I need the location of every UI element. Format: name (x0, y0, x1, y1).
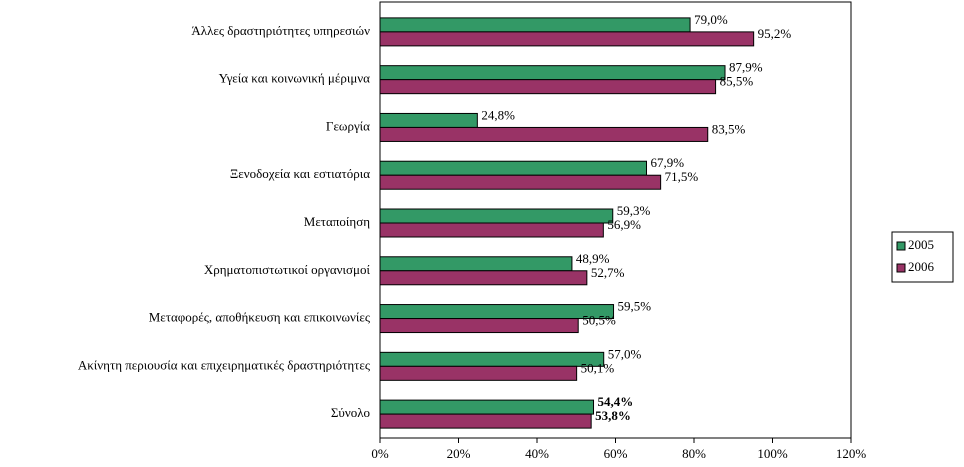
x-tick-label: 100% (757, 446, 788, 461)
legend-swatch (896, 241, 906, 251)
value-label: 50,5% (582, 313, 616, 328)
y-tick-label: Μεταφορές, αποθήκευση και επικοινωνίες (149, 310, 371, 325)
y-tick-label: Άλλες δραστηριότητες υπηρεσιών (191, 23, 370, 38)
value-label: 79,0% (694, 12, 728, 27)
value-label: 54,4% (598, 394, 634, 409)
y-tick-label: Υγεία και κοινωνική μέριμνα (219, 71, 371, 86)
value-label: 71,5% (665, 169, 699, 184)
value-label: 67,9% (651, 155, 685, 170)
bar (379, 413, 592, 429)
y-tick-label: Χρηματοπιστωτικοί οργανισμοί (204, 262, 371, 277)
bar (379, 112, 478, 128)
x-tick-label: 0% (371, 446, 389, 461)
bar (379, 318, 579, 334)
bar (379, 365, 578, 381)
x-tick-label: 20% (447, 446, 471, 461)
y-tick-label: Γεωργία (326, 118, 370, 133)
legend-label: 2006 (908, 259, 935, 274)
y-tick-label: Ακίνητη περιουσία και επιχειρηματικές δρ… (78, 357, 371, 372)
bar (379, 31, 755, 47)
value-label: 85,5% (720, 74, 754, 89)
bar (379, 65, 726, 81)
x-tick-label: 40% (525, 446, 549, 461)
value-label: 56,9% (607, 217, 641, 232)
value-label: 83,5% (712, 121, 746, 136)
value-label: 52,7% (591, 265, 625, 280)
y-tick-label: Μεταποίηση (304, 214, 370, 229)
value-label: 24,8% (481, 107, 515, 122)
bar (379, 208, 614, 224)
bar (379, 256, 573, 272)
value-label: 57,0% (608, 346, 642, 361)
bar (379, 270, 588, 286)
value-label: 48,9% (576, 251, 610, 266)
value-label: 59,5% (618, 299, 652, 314)
x-tick-label: 60% (604, 446, 628, 461)
legend-box (891, 231, 954, 283)
x-tick-label: 80% (682, 446, 706, 461)
bar (379, 160, 648, 176)
value-label: 50,1% (581, 360, 615, 375)
y-tick-label: Ξενοδοχεία και εστιατόρια (230, 166, 370, 181)
bar (379, 17, 691, 33)
bar (379, 79, 717, 95)
value-label: 87,9% (729, 60, 763, 75)
value-label: 53,8% (595, 408, 631, 423)
bar (379, 126, 709, 142)
bar (379, 304, 615, 320)
value-label: 95,2% (758, 26, 792, 41)
legend-swatch (896, 263, 906, 273)
value-label: 59,3% (617, 203, 651, 218)
bar (379, 174, 662, 190)
y-tick-label: Σύνολο (331, 405, 370, 420)
legend-label: 2005 (908, 237, 934, 252)
bar (379, 351, 605, 367)
x-tick-label: 120% (836, 446, 867, 461)
bar (379, 399, 595, 415)
bar (379, 222, 604, 238)
